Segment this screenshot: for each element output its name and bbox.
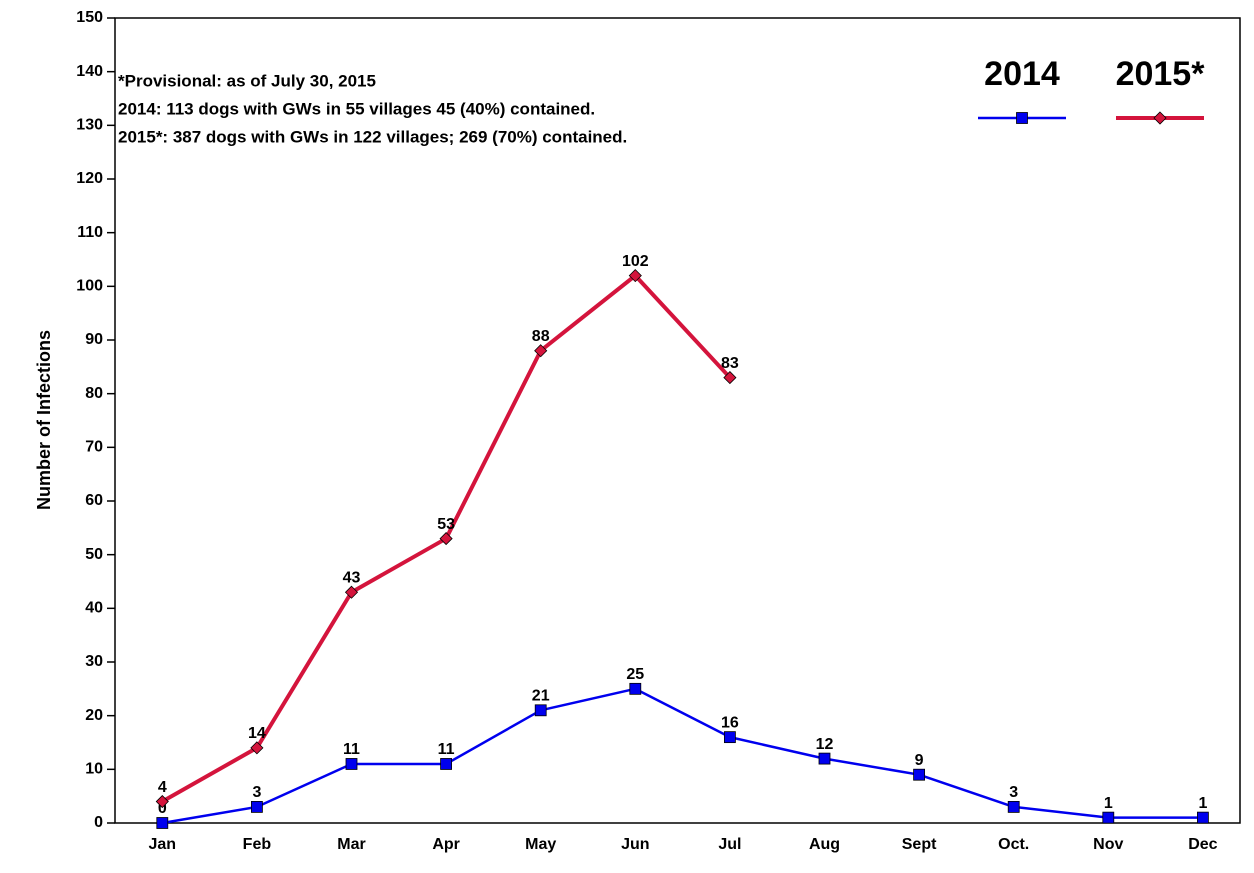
y-tick-label: 130: [76, 117, 103, 134]
data-label: 9: [915, 752, 924, 769]
data-label: 88: [532, 328, 550, 345]
y-tick-label: 60: [85, 492, 103, 509]
y-tick-label: 100: [76, 278, 103, 295]
y-tick-label: 140: [76, 63, 103, 80]
x-tick-label: Jun: [621, 836, 649, 853]
data-label: 12: [816, 736, 834, 753]
data-label: 43: [343, 569, 361, 586]
data-label: 102: [622, 253, 649, 270]
y-tick-label: 80: [85, 385, 103, 402]
data-label: 0: [158, 800, 167, 817]
legend-marker: [1153, 111, 1167, 125]
data-label: 11: [343, 741, 360, 758]
data-label: 4: [158, 779, 167, 796]
data-label: 83: [721, 355, 739, 372]
legend-label: 2015*: [1116, 55, 1206, 93]
y-tick-label: 10: [85, 761, 103, 778]
x-tick-label: Aug: [809, 836, 840, 853]
data-point: [1102, 811, 1115, 824]
annotation: 2014: 113 dogs with GWs in 55 villages 4…: [118, 99, 595, 118]
x-tick-label: Feb: [243, 836, 272, 853]
data-point: [1197, 811, 1209, 824]
data-point: [156, 817, 169, 829]
data-point: [345, 758, 358, 770]
x-tick-label: Sept: [902, 836, 937, 853]
data-point: [534, 344, 548, 358]
data-point: [250, 801, 263, 813]
data-point: [155, 794, 169, 809]
y-tick-label: 150: [76, 9, 103, 26]
y-tick-label: 70: [85, 439, 103, 456]
legend-label: 2014: [984, 55, 1060, 93]
data-label: 14: [248, 725, 266, 742]
annotation: 2015*: 387 dogs with GWs in 122 villages…: [118, 127, 627, 146]
y-tick-label: 50: [85, 546, 103, 563]
data-label: 25: [626, 666, 644, 683]
x-tick-label: Jan: [149, 836, 177, 853]
x-tick-label: Dec: [1188, 836, 1217, 853]
y-tick-label: 0: [94, 814, 103, 831]
annotation: *Provisional: as of July 30, 2015: [118, 71, 376, 90]
series-line: [162, 687, 1203, 825]
data-label: 1: [1198, 795, 1207, 812]
y-tick-label: 90: [85, 331, 103, 348]
data-point: [628, 269, 642, 283]
data-point: [629, 682, 642, 695]
y-tick-label: 120: [76, 170, 103, 187]
data-point: [723, 371, 737, 385]
y-tick-label: 20: [85, 707, 103, 724]
data-label: 53: [437, 516, 455, 533]
data-point: [724, 731, 736, 744]
data-label: 21: [532, 688, 550, 705]
x-tick-label: Apr: [432, 836, 460, 853]
data-point: [1007, 801, 1020, 813]
y-tick-label: 110: [77, 224, 103, 241]
data-label: 16: [721, 714, 739, 731]
legend-marker: [1016, 112, 1028, 124]
data-point: [440, 758, 453, 770]
plot-frame: [114, 17, 1241, 824]
y-tick-label: 30: [85, 653, 103, 670]
data-point: [439, 532, 453, 546]
data-label: 3: [1009, 784, 1018, 801]
y-axis-label: Number of Infections: [34, 330, 54, 510]
data-point: [818, 752, 831, 765]
data-label: 3: [252, 784, 261, 801]
data-point: [344, 585, 359, 599]
x-tick-label: May: [525, 836, 556, 853]
x-tick-label: Oct.: [998, 836, 1029, 853]
y-tick-label: 40: [85, 600, 103, 617]
data-point: [534, 704, 547, 717]
data-label: 11: [438, 741, 455, 758]
data-point: [250, 741, 264, 755]
x-tick-label: Mar: [337, 836, 365, 853]
x-tick-label: Jul: [718, 836, 741, 853]
data-point: [913, 768, 925, 781]
x-tick-label: Nov: [1093, 836, 1123, 853]
data-label: 1: [1104, 795, 1113, 812]
